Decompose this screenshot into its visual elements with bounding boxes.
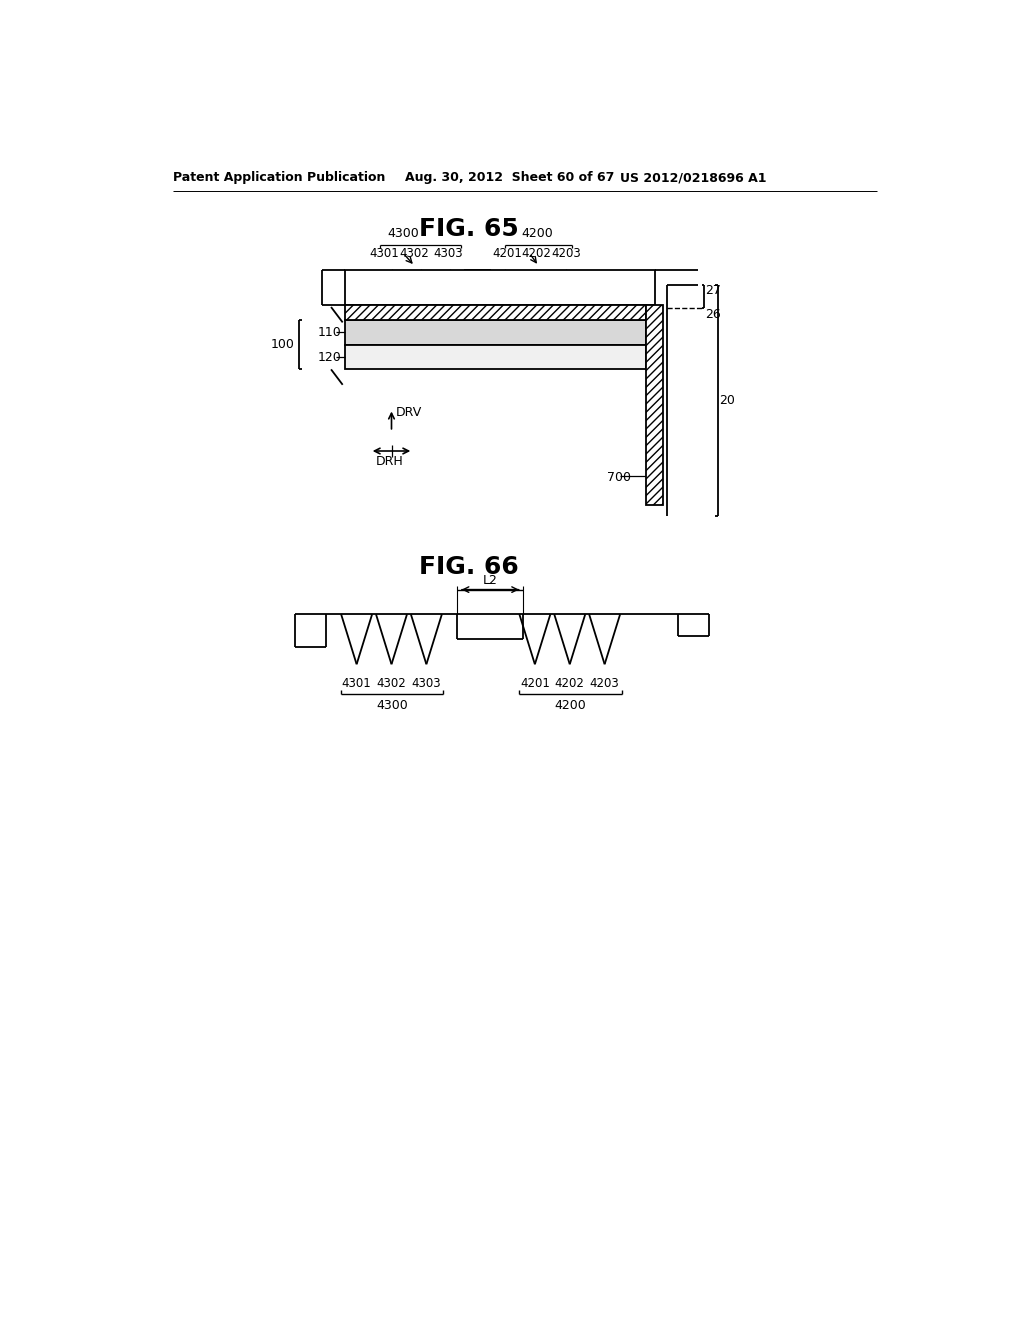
Text: 4300: 4300 — [387, 227, 419, 240]
Text: DRH: DRH — [376, 455, 403, 469]
Text: 4301: 4301 — [369, 247, 398, 260]
Text: Aug. 30, 2012  Sheet 60 of 67: Aug. 30, 2012 Sheet 60 of 67 — [406, 172, 614, 185]
Text: 4302: 4302 — [377, 677, 407, 690]
Text: 100: 100 — [270, 338, 295, 351]
Text: 20: 20 — [719, 395, 735, 408]
Text: 27: 27 — [706, 284, 721, 297]
Text: 4201: 4201 — [493, 247, 522, 260]
Text: 4303: 4303 — [412, 677, 441, 690]
Text: 110: 110 — [317, 326, 342, 339]
Text: DRV: DRV — [396, 407, 423, 418]
Text: 4200: 4200 — [555, 698, 587, 711]
Text: 4203: 4203 — [551, 247, 581, 260]
Text: 700: 700 — [607, 471, 631, 484]
Text: FIG. 66: FIG. 66 — [419, 554, 519, 578]
Text: L2: L2 — [483, 574, 498, 587]
Text: 4300: 4300 — [377, 698, 409, 711]
Text: 4302: 4302 — [400, 247, 430, 260]
Text: 26: 26 — [706, 308, 721, 321]
Bar — [345, 305, 646, 321]
Text: 4202: 4202 — [555, 677, 585, 690]
Text: 4203: 4203 — [590, 677, 620, 690]
Text: FIG. 65: FIG. 65 — [419, 218, 519, 242]
Text: 4301: 4301 — [342, 677, 372, 690]
Text: Patent Application Publication: Patent Application Publication — [173, 172, 385, 185]
Text: 4303: 4303 — [433, 247, 463, 260]
Text: US 2012/0218696 A1: US 2012/0218696 A1 — [621, 172, 767, 185]
Text: 4202: 4202 — [521, 247, 551, 260]
Text: 4200: 4200 — [521, 227, 553, 240]
Bar — [345, 345, 646, 370]
Text: 120: 120 — [317, 351, 342, 363]
Bar — [345, 271, 655, 305]
Text: 4201: 4201 — [520, 677, 550, 690]
Bar — [345, 321, 646, 345]
Bar — [646, 305, 663, 506]
